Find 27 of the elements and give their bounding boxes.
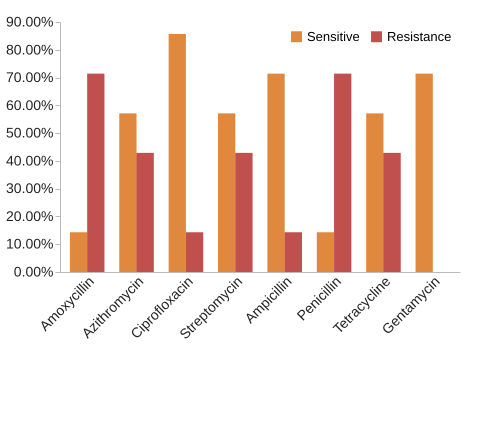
y-tick-label: 80.00% xyxy=(6,41,54,58)
y-tick-label: 60.00% xyxy=(6,96,54,113)
bar xyxy=(136,152,154,272)
legend-label: Resistance xyxy=(387,28,452,44)
y-tick-label: 0.00% xyxy=(14,264,54,280)
bar xyxy=(87,74,104,272)
bar xyxy=(70,232,88,272)
bar xyxy=(316,232,334,272)
y-tick-label: 90.00% xyxy=(6,14,54,30)
y-tick-label: 70.00% xyxy=(6,69,54,86)
bar xyxy=(284,232,302,272)
y-tick-label: 30.00% xyxy=(6,180,54,196)
bar xyxy=(218,113,236,272)
bar xyxy=(267,74,285,272)
bar xyxy=(119,113,137,272)
bar xyxy=(168,34,186,272)
bar xyxy=(186,232,204,272)
bar xyxy=(334,74,352,272)
bar xyxy=(416,74,433,272)
bar xyxy=(383,152,401,272)
y-tick-label: 50.00% xyxy=(6,124,54,141)
y-tick-label: 20.00% xyxy=(6,208,54,224)
y-tick-label: 10.00% xyxy=(6,236,54,252)
bar xyxy=(366,113,384,272)
bar xyxy=(235,152,253,272)
legend-label: Sensitive xyxy=(307,28,360,44)
y-tick-label: 40.00% xyxy=(6,152,54,168)
